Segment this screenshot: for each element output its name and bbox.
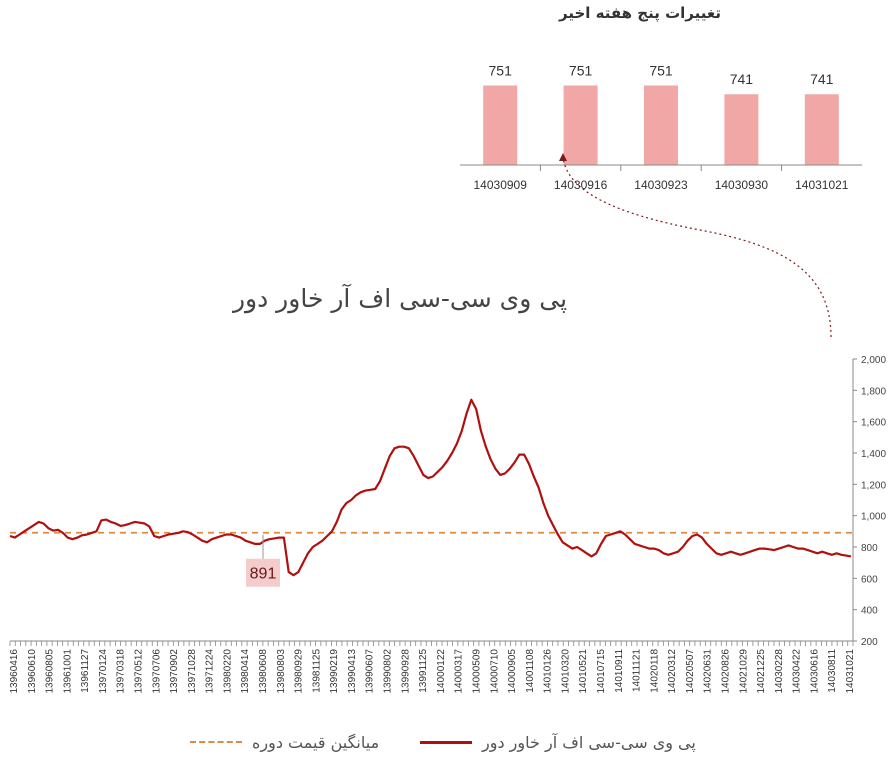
x-tick-label: 13970706: [151, 649, 162, 694]
y-tick-label: 800: [861, 543, 878, 554]
x-tick-label: 14000905: [507, 649, 518, 694]
y-tick-label: 1,000: [861, 512, 886, 523]
x-tick-label: 13990802: [383, 649, 394, 694]
price-line-chart: 200 400 600 800 1,000 1,200 1,400 1,600 1,800 2,0…: [9, 355, 886, 694]
x-tick-label: 14010320: [560, 649, 571, 694]
bar: [804, 94, 839, 165]
x-tick-label: 14000122: [436, 649, 447, 694]
x-tick-label: 14031021: [845, 649, 856, 694]
x-tick-label: 14020312: [667, 649, 678, 694]
bar: [483, 85, 518, 165]
x-tick-label: 14000317: [454, 649, 465, 694]
x-tick-label: 13970124: [98, 649, 109, 694]
x-tick-label: 13990607: [365, 649, 376, 694]
x-tick-label: 14010715: [596, 649, 607, 694]
x-tick-label: 13980803: [276, 649, 287, 694]
x-tick-label: 13961127: [80, 649, 91, 693]
x-tick-label: 13980608: [258, 649, 269, 694]
x-tick-label: 14011121: [632, 649, 643, 692]
bar-value-label: 751: [489, 62, 513, 78]
x-tick-label: 14020507: [685, 649, 696, 694]
bar-category-label: 14030909: [474, 178, 528, 192]
x-tick-label: 14020118: [649, 649, 660, 693]
x-tick-label: 14030616: [809, 649, 820, 694]
bar-category-label: 14030916: [554, 178, 608, 192]
price-series-line: [9, 398, 852, 577]
bar-value-label: 751: [569, 62, 593, 78]
recent-weeks-chart-title: تغییرات پنج هفته اخیر: [559, 4, 721, 22]
x-tick-label: 14020826: [720, 649, 731, 694]
x-tick-label: 13970902: [169, 649, 180, 694]
x-tick-label: 14000509: [471, 649, 482, 694]
x-tick-label: 13981125: [311, 649, 322, 693]
callout-arrow: [559, 153, 832, 338]
bar-value-label: 741: [730, 71, 754, 87]
x-tick-label: 14030228: [774, 649, 785, 694]
y-tick-label: 600: [861, 574, 878, 585]
y-tick-label: 1,600: [861, 418, 886, 429]
x-tick-label: 14030811: [827, 649, 838, 693]
x-tick-label: 13960416: [9, 649, 20, 694]
y-tick-label: 200: [861, 637, 878, 648]
bar-category-label: 14031021: [795, 178, 849, 192]
x-tick-label: 13971224: [205, 649, 216, 694]
x-tick-label: 14001108: [525, 649, 536, 693]
legend-item-average: میانگین قیمت دوره: [190, 727, 379, 757]
chart-legend: پی وی سی-سی اف آر خاور دور میانگین قیمت …: [0, 727, 893, 757]
legend-series-label: پی وی سی-سی اف آر خاور دور: [482, 732, 696, 752]
bar-category-label: 14030923: [634, 178, 688, 192]
callout-arrow-path: [562, 157, 832, 338]
main-chart-title: پی وی سی-سی اف آر خاور دور: [232, 284, 568, 313]
bar: [644, 85, 678, 165]
x-tick-label: 13990219: [329, 649, 340, 694]
x-tick-label: 13971028: [187, 649, 198, 694]
x-tick-label: 14020631: [703, 649, 714, 694]
x-tick-label: 13990928: [400, 649, 411, 694]
bar: [724, 94, 759, 165]
y-tick-label: 400: [861, 606, 878, 617]
x-tick-label: 13970512: [134, 649, 145, 694]
x-tick-label: 13980929: [294, 649, 305, 694]
legend-average-swatch: [190, 741, 242, 743]
legend-series-swatch: [420, 740, 472, 744]
callout-arrow-head: [559, 153, 567, 161]
x-tick-label: 13980414: [240, 649, 251, 694]
x-tick-label: 13990413: [347, 649, 358, 694]
legend-average-label: میانگین قیمت دوره: [252, 732, 380, 752]
average-value-label: 891: [250, 566, 277, 583]
bar-category-label: 14030930: [715, 178, 769, 192]
x-tick-label: 14010521: [578, 649, 589, 694]
y-tick-label: 1,200: [861, 480, 886, 491]
bar: [563, 85, 598, 165]
x-tick-label: 14021225: [756, 649, 767, 694]
recent-weeks-bar-chart: 751 14030909 751 14030916 751 14030923 741 1403…: [460, 62, 862, 192]
x-tick-label: 13961001: [62, 649, 73, 694]
x-tick-label: 14021029: [738, 649, 749, 694]
bar-value-label: 751: [649, 62, 673, 78]
bar-value-label: 741: [810, 71, 834, 87]
x-tick-label: 14030422: [792, 649, 803, 694]
x-tick-label: 13960610: [27, 649, 38, 694]
x-tick-label: 14000710: [489, 649, 500, 694]
x-tick-label: 13980220: [222, 649, 233, 694]
x-tick-label: 14010126: [543, 649, 554, 694]
x-tick-label: 14010911: [614, 649, 625, 693]
y-tick-label: 2,000: [861, 355, 886, 366]
y-tick-label: 1,800: [861, 386, 886, 397]
legend-item-series: پی وی سی-سی اف آر خاور دور: [420, 727, 696, 757]
x-tick-label: 13991125: [418, 649, 429, 693]
x-tick-label: 13960805: [45, 649, 56, 694]
y-tick-label: 1,400: [861, 449, 886, 460]
average-label-box: [246, 558, 280, 587]
x-tick-label: 13970318: [116, 649, 127, 694]
